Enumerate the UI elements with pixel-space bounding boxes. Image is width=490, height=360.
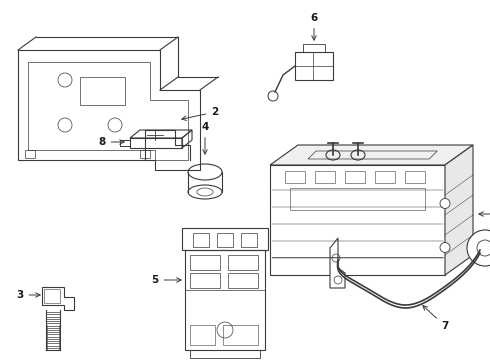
Bar [315, 171, 335, 183]
Text: 4: 4 [201, 122, 209, 154]
Bar [25, 150, 35, 158]
Bar [190, 255, 220, 270]
Bar [295, 52, 333, 80]
Text: 8: 8 [98, 137, 124, 147]
Circle shape [467, 230, 490, 266]
Polygon shape [330, 238, 345, 288]
Bar [80, 77, 125, 105]
Bar [140, 150, 150, 158]
Text: 3: 3 [16, 290, 40, 300]
Bar [285, 171, 305, 183]
Bar [345, 171, 365, 183]
Text: 7: 7 [423, 306, 449, 331]
Bar [190, 273, 220, 288]
Bar [130, 138, 182, 148]
Bar [190, 350, 260, 358]
Bar [405, 171, 425, 183]
Bar [190, 325, 215, 345]
Ellipse shape [188, 185, 222, 199]
Bar [228, 273, 258, 288]
Text: 2: 2 [182, 107, 219, 120]
Bar [182, 228, 268, 250]
Polygon shape [445, 145, 473, 275]
Bar [44, 289, 60, 303]
Bar [223, 325, 258, 345]
Bar [303, 44, 325, 52]
Text: 5: 5 [151, 275, 181, 285]
Bar [290, 188, 425, 210]
Circle shape [440, 198, 450, 208]
Bar [270, 165, 445, 275]
Bar [375, 171, 395, 183]
Polygon shape [270, 145, 473, 165]
Bar [241, 233, 257, 247]
Bar [185, 250, 265, 350]
Text: 6: 6 [310, 13, 318, 40]
Circle shape [440, 243, 450, 252]
Bar [217, 233, 233, 247]
Bar [193, 233, 209, 247]
Text: 1: 1 [479, 209, 490, 219]
Bar [228, 255, 258, 270]
